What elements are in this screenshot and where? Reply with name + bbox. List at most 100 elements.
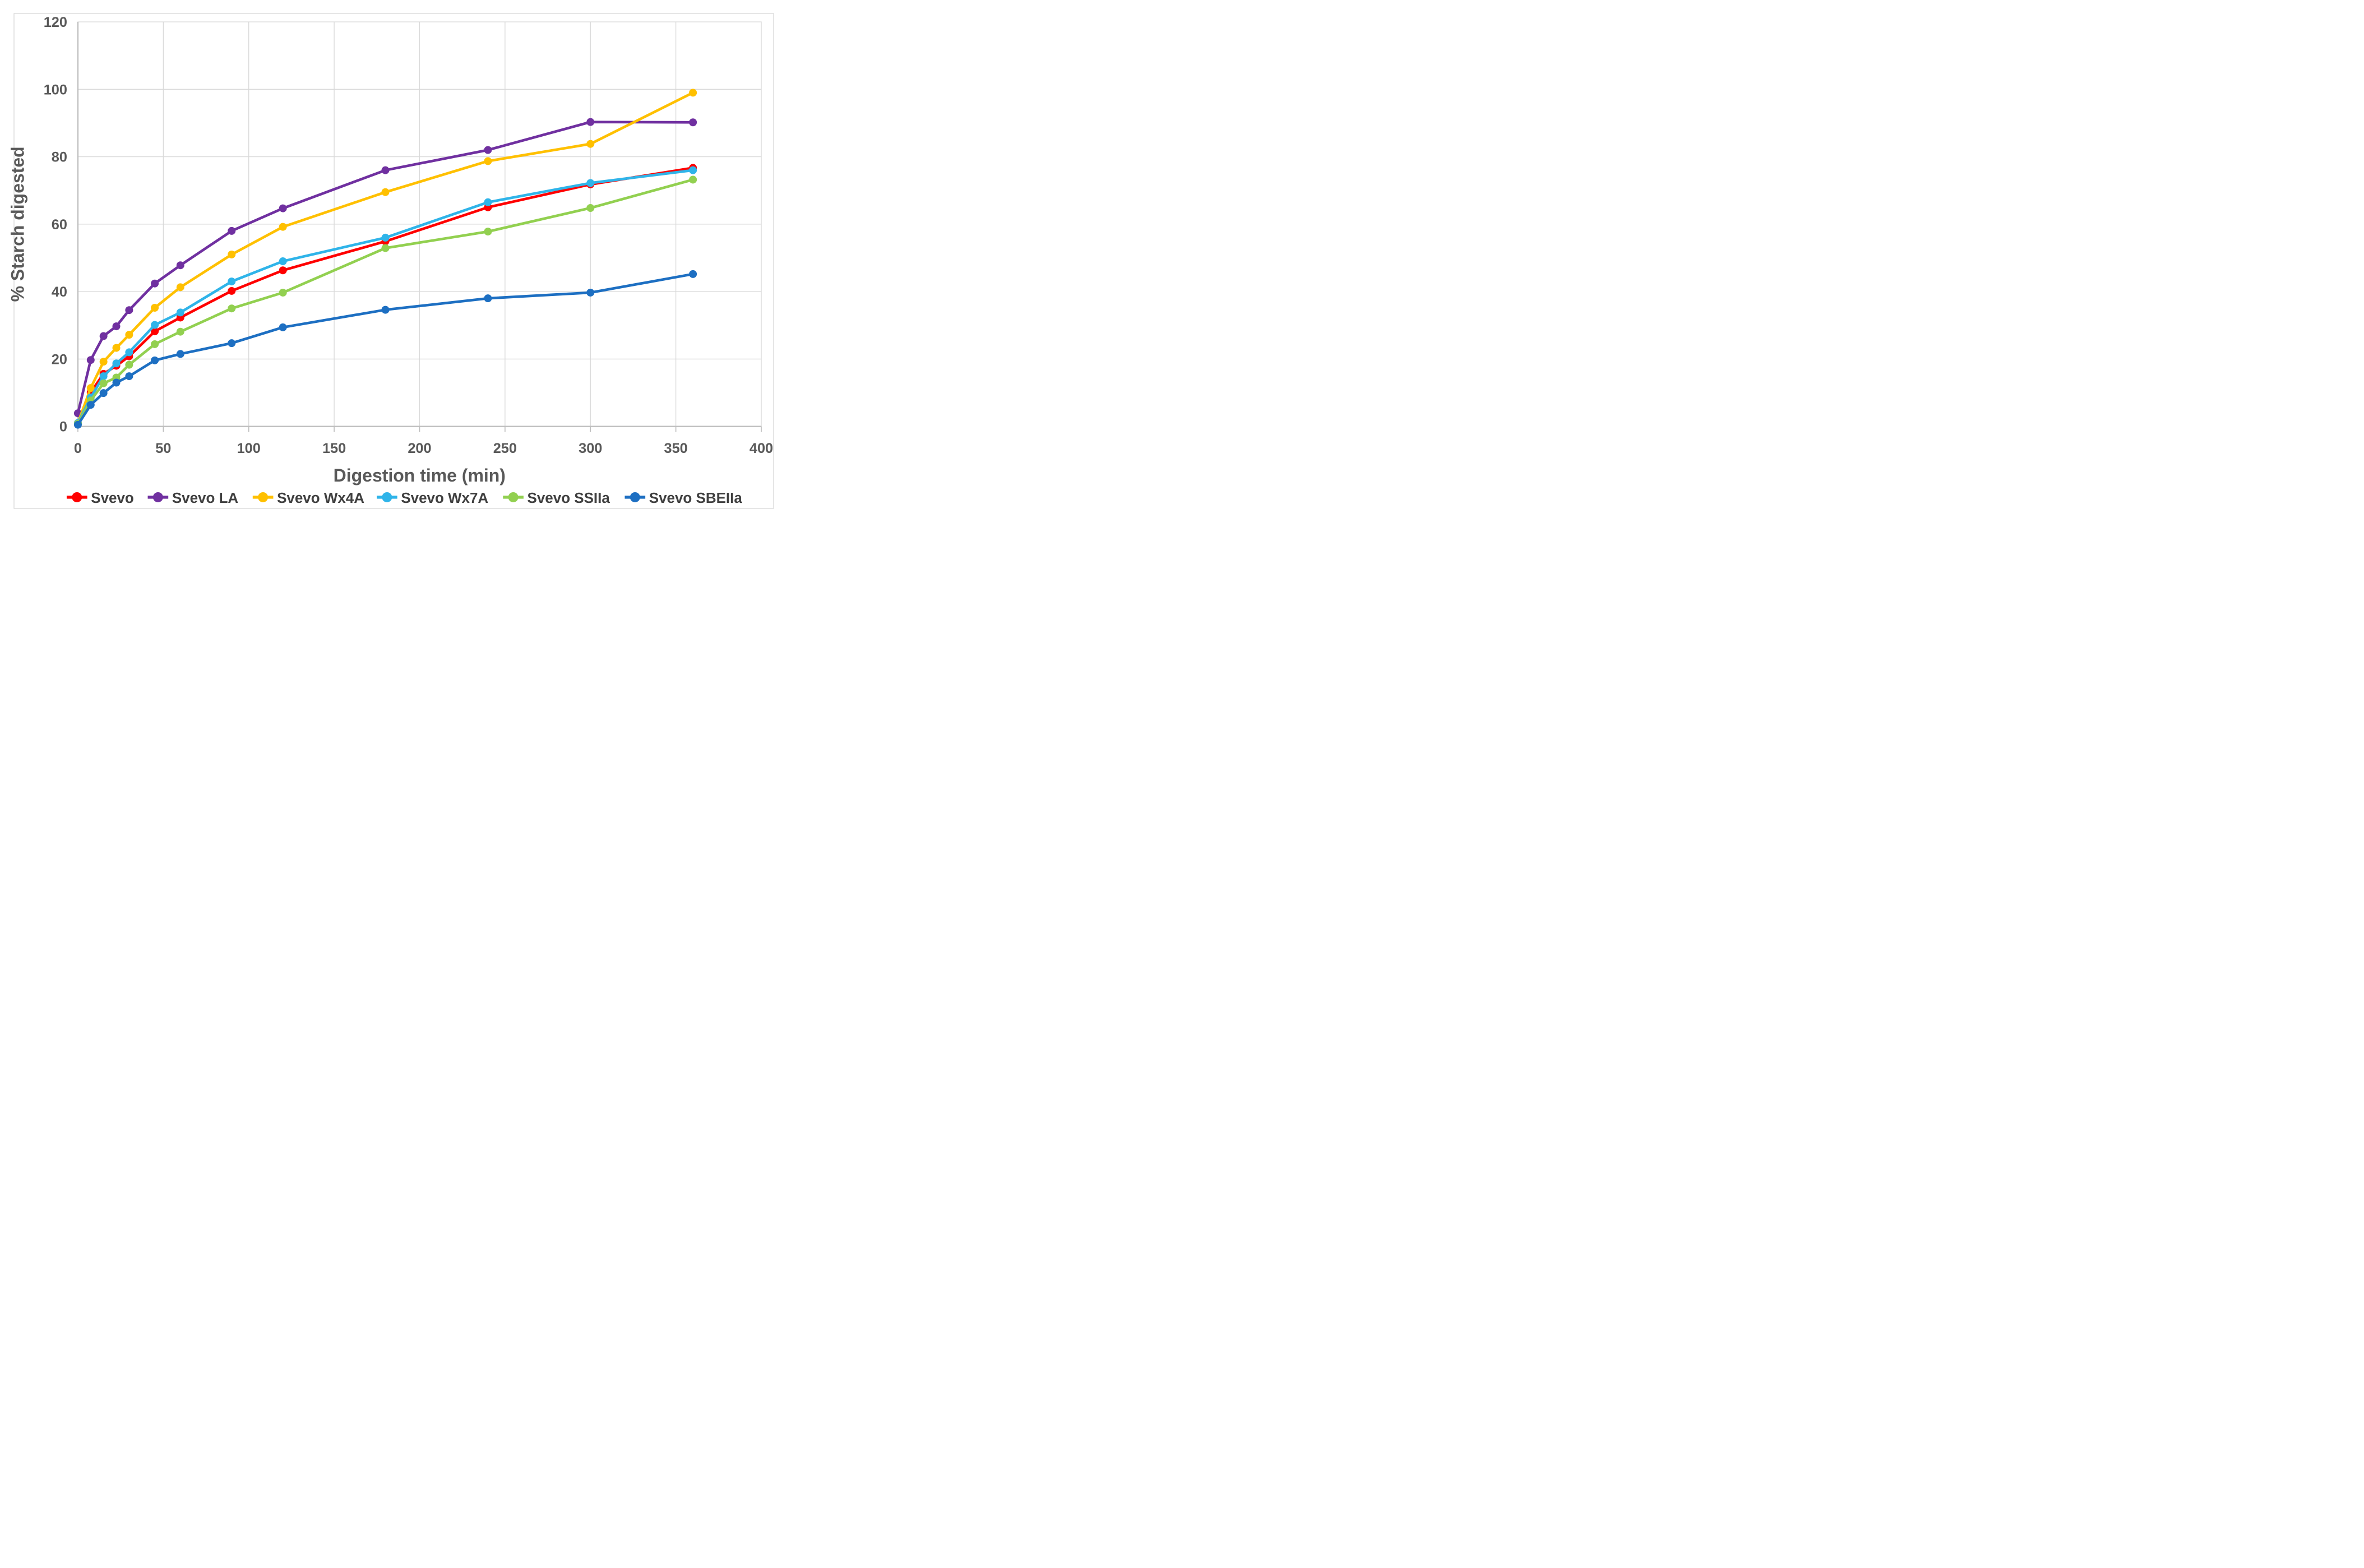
- data-point-svevo-wx7a: [176, 308, 184, 317]
- legend-label: Svevo SBEIIa: [649, 489, 743, 506]
- legend-marker-dot: [382, 492, 392, 502]
- data-point-svevo-ssiia: [484, 228, 492, 236]
- legend-marker-dot: [508, 492, 519, 502]
- legend-item-svevo-ssiia: Svevo SSIIa: [503, 489, 610, 506]
- data-point-svevo: [279, 266, 287, 275]
- x-tick-label: 350: [664, 441, 688, 456]
- data-point-svevo-ssiia: [689, 175, 697, 184]
- data-point-svevo-la: [279, 204, 287, 212]
- legend-label: Svevo Wx4A: [277, 489, 364, 506]
- x-tick-label: 50: [155, 441, 171, 456]
- data-point-svevo-ssiia: [279, 288, 287, 297]
- data-point-svevo-la: [112, 322, 121, 331]
- data-point-svevo-wx7a: [125, 348, 133, 357]
- data-point-svevo-la: [586, 118, 595, 126]
- data-point-svevo-wx7a: [228, 277, 236, 286]
- x-tick-label: 100: [237, 441, 261, 456]
- data-point-svevo-la: [228, 226, 236, 235]
- data-point-svevo-sbeiia: [112, 378, 121, 387]
- data-point-svevo-la: [86, 356, 95, 364]
- data-point-svevo-wx7a: [99, 372, 108, 381]
- legend-item-svevo-wx7a: Svevo Wx7A: [377, 489, 488, 506]
- data-point-svevo-la: [176, 261, 184, 270]
- data-point-svevo-la: [484, 146, 492, 154]
- data-point-svevo-wx4a: [151, 304, 159, 312]
- data-point-svevo-sbeiia: [125, 372, 133, 381]
- data-point-svevo-la: [689, 118, 697, 127]
- data-point-svevo-wx4a: [228, 250, 236, 258]
- x-tick-label: 250: [493, 441, 517, 456]
- x-tick-label: 300: [579, 441, 602, 456]
- data-point-svevo-wx4a: [586, 140, 595, 148]
- data-point-svevo-wx4a: [112, 344, 121, 352]
- legend-marker-dot: [72, 492, 82, 502]
- data-point-svevo-ssiia: [176, 327, 184, 336]
- legend-marker-dot: [258, 492, 269, 502]
- data-point-svevo-sbeiia: [86, 401, 95, 409]
- data-point-svevo-la: [381, 166, 390, 174]
- data-point-svevo-wx4a: [176, 283, 184, 292]
- gridlines: [77, 22, 762, 427]
- data-point-svevo-sbeiia: [586, 288, 595, 297]
- figure-background: [0, 0, 788, 522]
- y-tick-label: 100: [44, 82, 67, 98]
- y-axis-title: % Starch digested: [8, 146, 28, 302]
- data-point-svevo-wx4a: [381, 188, 390, 196]
- data-point-svevo-la: [125, 306, 133, 314]
- data-point-svevo-wx7a: [586, 179, 595, 187]
- legend-label: Svevo LA: [172, 489, 239, 506]
- data-point-svevo-sbeiia: [381, 306, 390, 314]
- data-point-svevo-sbeiia: [73, 420, 82, 429]
- y-tick-label: 60: [52, 217, 67, 233]
- legend-item-svevo-wx4a: Svevo Wx4A: [252, 489, 364, 506]
- data-point-svevo-sbeiia: [228, 339, 236, 348]
- data-point-svevo-ssiia: [125, 360, 133, 369]
- series-svevo-wx4a: [73, 89, 697, 427]
- data-point-svevo-la: [151, 279, 159, 288]
- data-point-svevo-wx7a: [689, 166, 697, 174]
- chart-figure: 0 50 100 150 200 250 300 350 400 0 20 40 60 80 100 120 D…: [0, 0, 788, 522]
- x-tick-label: 150: [322, 441, 346, 456]
- x-axis-ticks: 0 50 100 150 200 250 300 350 400: [74, 426, 773, 456]
- data-point-svevo-wx4a: [279, 223, 287, 231]
- data-point-svevo-sbeiia: [151, 356, 159, 364]
- series-svevo-sbeiia: [73, 270, 697, 429]
- y-tick-label: 120: [44, 15, 67, 30]
- legend-item-svevo-sbeiia: Svevo SBEIIa: [624, 489, 742, 506]
- starch-digestion-line-chart: 0 50 100 150 200 250 300 350 400 0 20 40 60 80 100 120 D…: [0, 0, 788, 522]
- x-tick-label: 200: [408, 441, 431, 456]
- y-tick-label: 0: [59, 419, 67, 435]
- data-point-svevo-sbeiia: [484, 294, 492, 303]
- x-axis-title: Digestion time (min): [334, 465, 506, 485]
- data-point-svevo-wx4a: [689, 89, 697, 97]
- data-point-svevo-wx7a: [484, 198, 492, 206]
- legend-item-svevo: Svevo: [66, 489, 134, 506]
- legend-label: Svevo Wx7A: [401, 489, 488, 506]
- data-point-svevo-sbeiia: [99, 389, 108, 397]
- data-point-svevo-la: [99, 332, 108, 340]
- legend-marker-dot: [152, 492, 163, 502]
- legend-item-svevo-la: Svevo LA: [147, 489, 239, 506]
- legend-marker-dot: [630, 492, 640, 502]
- legend-label: Svevo: [91, 489, 134, 506]
- data-point-svevo-ssiia: [99, 379, 108, 387]
- data-point-svevo-ssiia: [381, 244, 390, 252]
- y-tick-label: 20: [52, 351, 67, 367]
- data-point-svevo: [151, 327, 159, 336]
- data-point-svevo-wx7a: [381, 233, 390, 242]
- y-tick-label: 40: [52, 284, 67, 300]
- series-svevo-ssiia: [73, 175, 697, 428]
- x-tick-label: 0: [74, 441, 82, 456]
- x-tick-label: 400: [750, 441, 773, 456]
- y-tick-label: 80: [52, 150, 67, 165]
- data-point-svevo-ssiia: [228, 304, 236, 313]
- legend: Svevo Svevo LA Svevo Wx4A Svevo Wx7A Svevo S…: [66, 489, 742, 506]
- data-point-svevo-sbeiia: [176, 350, 184, 358]
- y-axis-ticks: 0 20 40 60 80 100 120: [44, 15, 67, 435]
- data-point-svevo-ssiia: [586, 204, 595, 212]
- data-point-svevo-wx4a: [86, 384, 95, 392]
- data-point-svevo: [228, 286, 236, 295]
- data-point-svevo-wx7a: [151, 321, 159, 329]
- data-point-svevo-wx4a: [125, 331, 133, 339]
- data-point-svevo-wx7a: [279, 257, 287, 266]
